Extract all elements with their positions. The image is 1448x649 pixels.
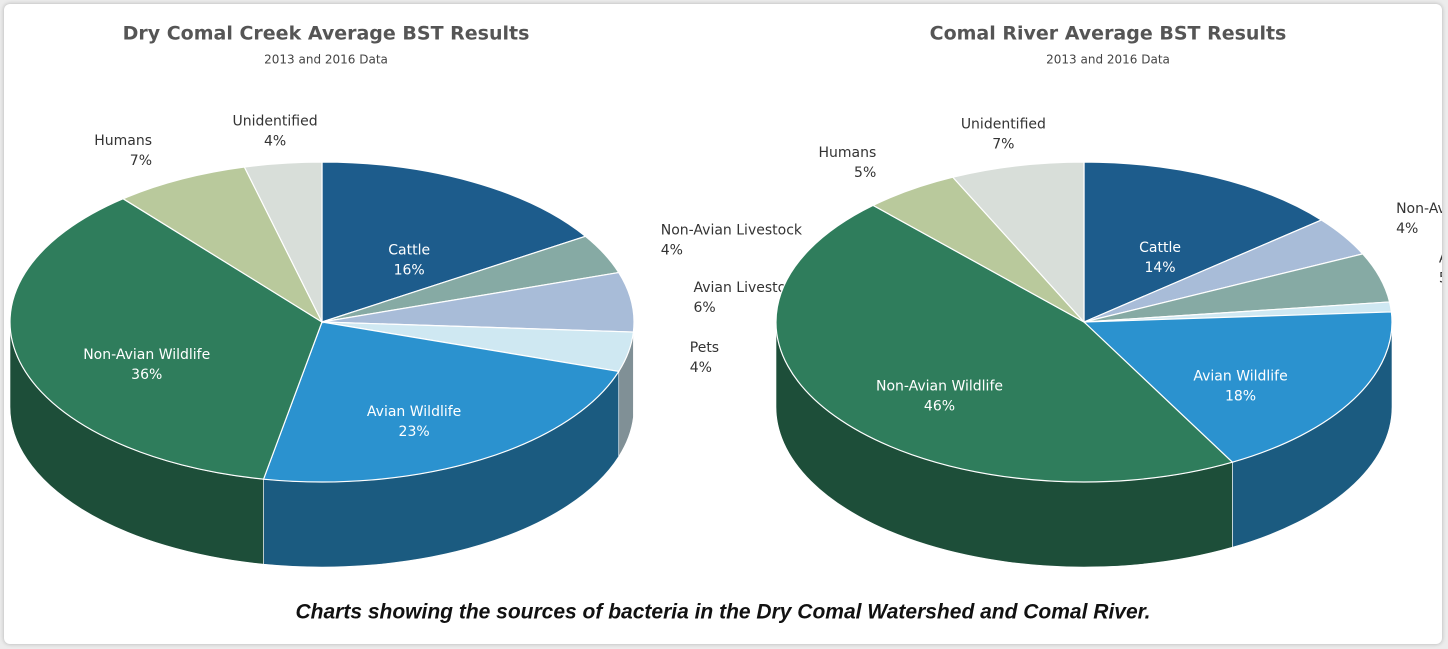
- slice-value-label: 46%: [924, 399, 955, 415]
- slice-value-label: 7%: [992, 137, 1014, 153]
- slice-label: Non-Avian Livestock: [1396, 201, 1442, 217]
- slice-label: Cattle: [388, 243, 430, 259]
- slice-value-label: 4%: [690, 360, 712, 376]
- slice-value-label: 23%: [399, 424, 430, 440]
- chart: Charts showing the sources of bacteria i…: [9, 23, 1448, 624]
- slice-label: Avian Livestock: [1439, 250, 1442, 266]
- slice-value-label: 16%: [394, 263, 425, 279]
- slice-label: Unidentified: [233, 114, 318, 130]
- slice-value-label: 14%: [1144, 260, 1175, 276]
- slice-value-label: 4%: [1396, 221, 1418, 237]
- slice: [1083, 161, 1323, 323]
- slice: [321, 161, 587, 323]
- slice-label: Cattle: [1139, 240, 1181, 256]
- slice: [9, 198, 323, 480]
- slice-label: Avian Livestock: [693, 280, 802, 296]
- chart-subtitle: 2013 and 2016 Data: [264, 53, 388, 67]
- slice-value-label: 4%: [661, 242, 683, 258]
- slice: [1082, 311, 1393, 463]
- slice: [243, 161, 323, 323]
- slice: [262, 321, 620, 483]
- slice-label: Avian Wildlife: [1193, 369, 1287, 385]
- slice: [775, 204, 1234, 483]
- chart-title: Comal River Average BST Results: [930, 23, 1287, 45]
- slice: [951, 161, 1085, 324]
- slice-label: Humans: [94, 133, 152, 149]
- slice-value-label: 5%: [854, 165, 876, 181]
- chart-subtitle: 2013 and 2016 Data: [1046, 53, 1170, 67]
- slice-label: Non-Avian Wildlife: [876, 379, 1003, 395]
- chart-title: Dry Comal Creek Average BST Results: [123, 23, 530, 45]
- slice-label: Non-Avian Wildlife: [83, 347, 210, 363]
- slice-value-label: 6%: [693, 300, 715, 316]
- slice-value-label: 5%: [1439, 270, 1442, 286]
- slice-label: Non-Avian Livestock: [661, 222, 803, 238]
- slice-label: Avian Wildlife: [367, 404, 461, 420]
- slice-label: Unidentified: [961, 117, 1046, 133]
- slice-value-label: 4%: [264, 134, 286, 150]
- slice: [121, 166, 324, 324]
- slice-label: Humans: [818, 145, 876, 161]
- card: Charts showing the sources of bacteria i…: [4, 4, 1448, 644]
- caption: Charts showing the sources of bacteria i…: [296, 601, 1151, 624]
- slice-value-label: 18%: [1225, 389, 1256, 405]
- slice-value-label: 36%: [131, 367, 162, 383]
- slice-label: Pets: [690, 340, 719, 356]
- slice-value-label: 7%: [130, 153, 152, 169]
